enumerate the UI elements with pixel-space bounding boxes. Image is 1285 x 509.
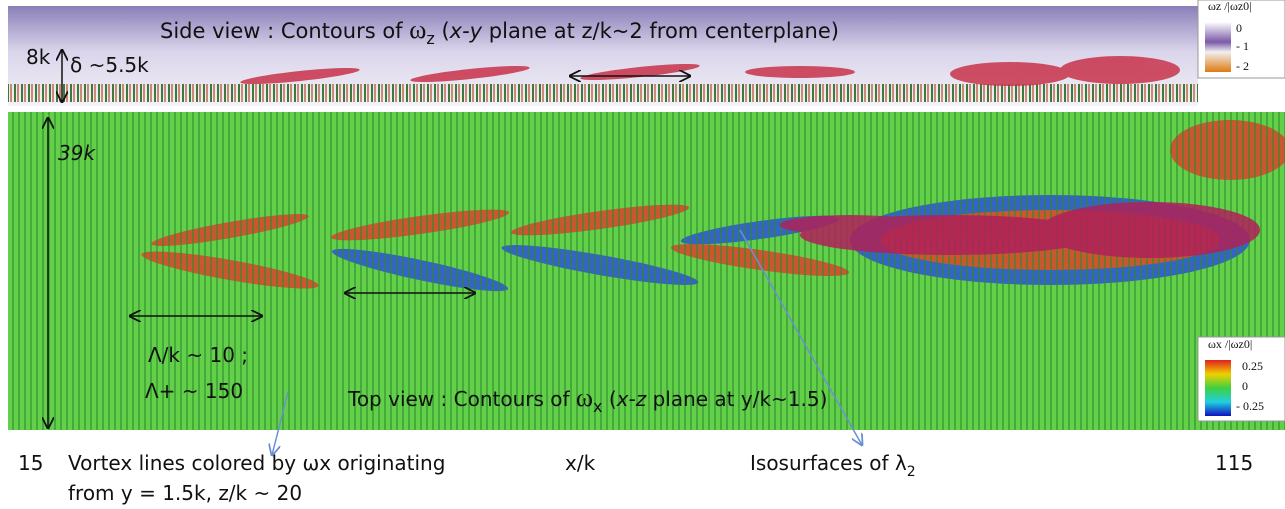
width-label: 39k [58,141,96,165]
x-end: 115 [1215,451,1253,475]
figure: Side view : Contours of ωz (x-y plane at… [0,0,1285,509]
isosurface-label: Isosurfaces of λ2 [750,451,916,480]
legend-label: - 0.25 [1236,399,1264,413]
side-legend: ωz /|ωz0| 0 - 1 - 2 [1198,0,1285,78]
vortex-note: Vortex lines colored by ωx originating [68,451,445,475]
thickness-label: δ ~5.5k [70,53,149,77]
top-view: 39k Λ/k ~ 10 ; Λ+ ~ 150 Top view : Conto… [8,112,1285,430]
height-label: 8k [26,45,51,69]
side-view: Side view : Contours of ωz (x-y plane at… [8,6,1198,106]
legend-title: ωx /|ωz0| [1208,337,1252,351]
legend-label: - 2 [1236,59,1249,73]
top-legend: ωx /|ωz0| 0.25 0 - 0.25 [1198,337,1285,421]
page: Side view : Contours of ωz (x-y plane at… [0,0,1285,509]
legend-label: - 1 [1236,39,1249,53]
legend-label: 0 [1242,379,1248,393]
colorbar [1205,360,1231,416]
legend-title: ωz /|ωz0| [1208,0,1252,13]
colorbar [1205,22,1231,72]
side-vortex-lines [8,84,1198,102]
vortex-note: from y = 1.5k, z/k ~ 20 [68,481,302,505]
x-axis-label: x/k [565,451,596,475]
legend-label: 0 [1236,21,1242,35]
wavelength-label: Λ/k ~ 10 ; [148,343,248,367]
wavelength-plus-label: Λ+ ~ 150 [145,379,243,403]
legend-label: 0.25 [1242,359,1263,373]
x-start: 15 [18,451,43,475]
